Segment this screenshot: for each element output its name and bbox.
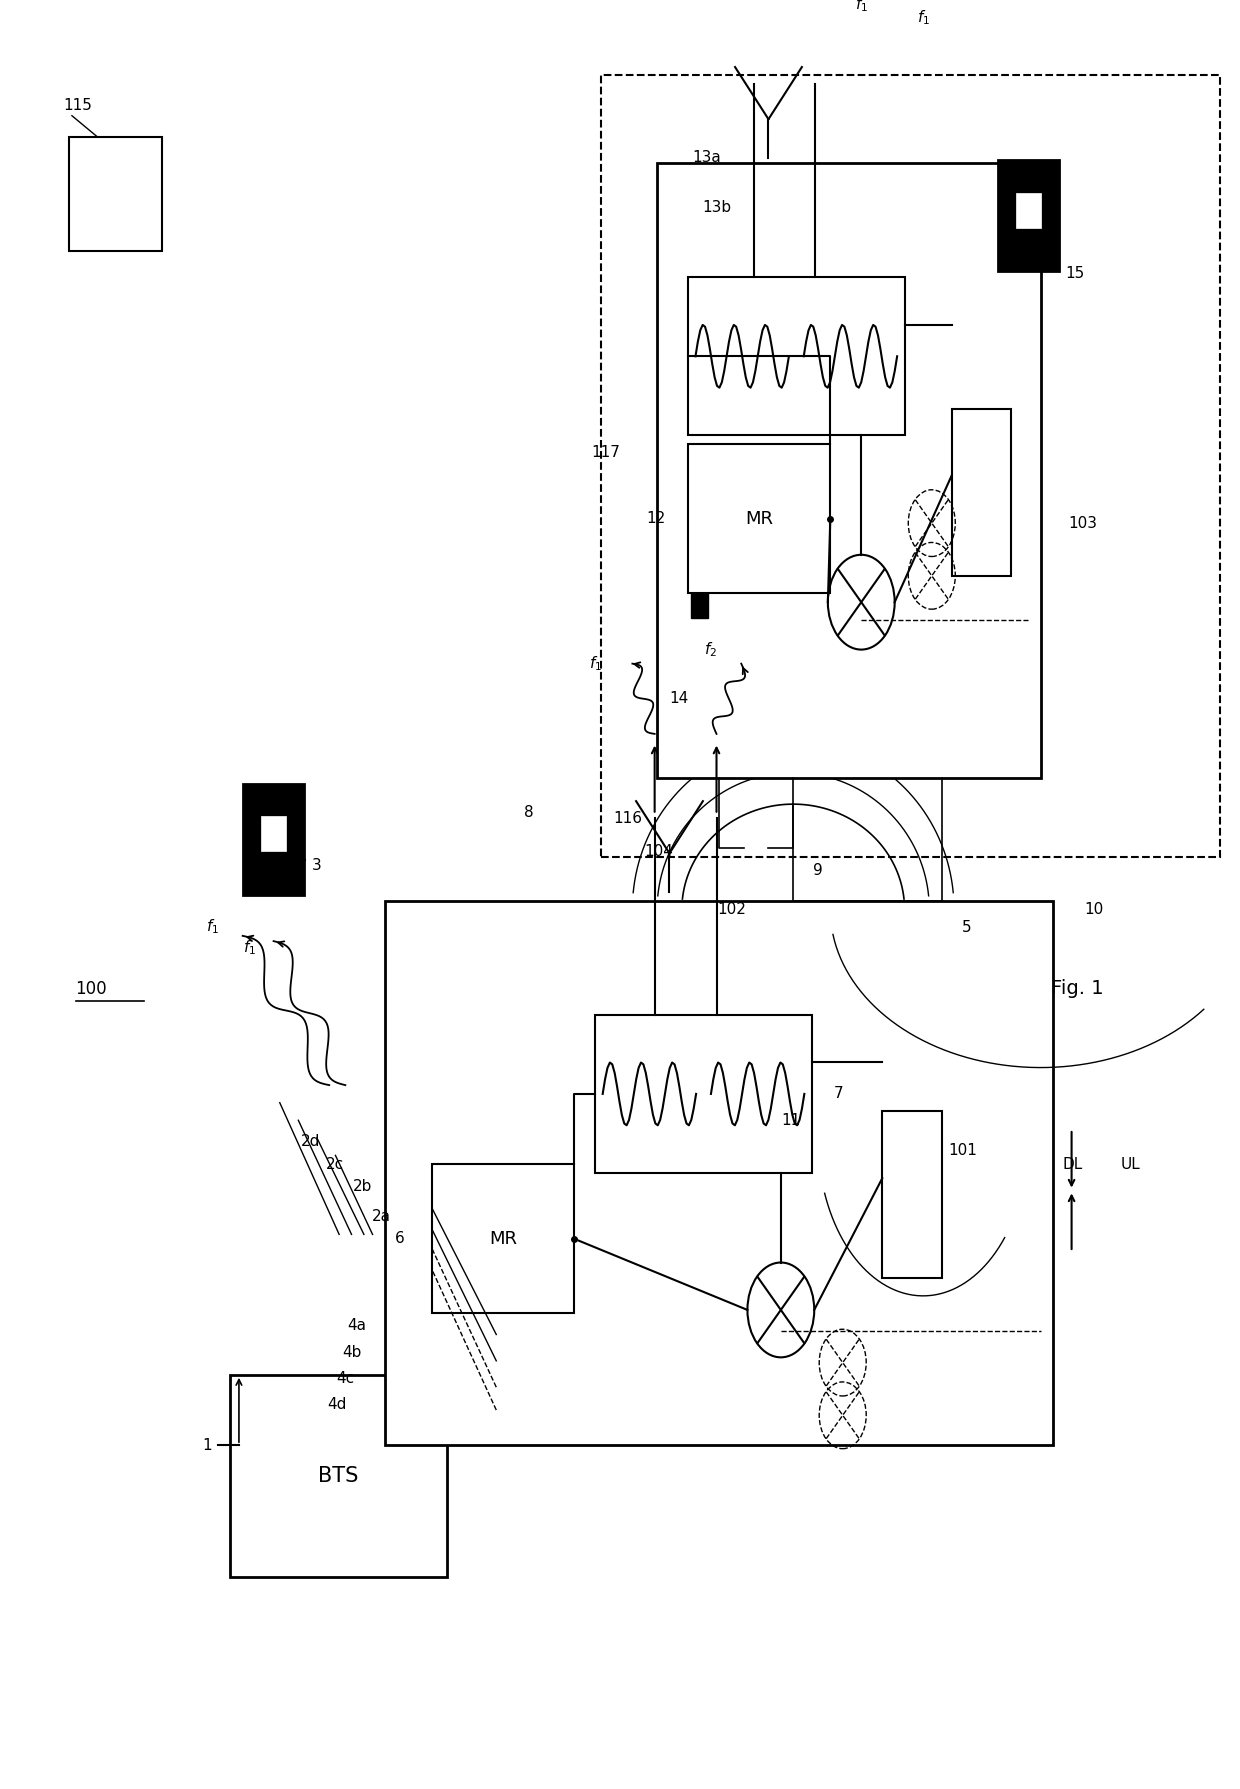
Text: 115: 115	[63, 98, 92, 113]
Text: 11: 11	[781, 1113, 800, 1127]
Bar	[595, 1014, 812, 1174]
Text: 2a: 2a	[372, 1209, 391, 1224]
Text: f$_1$: f$_1$	[856, 0, 868, 14]
Text: 2d: 2d	[301, 1134, 321, 1149]
Text: 8: 8	[523, 805, 533, 821]
Text: 1: 1	[202, 1438, 212, 1453]
Text: 14: 14	[670, 691, 688, 707]
Text: 13b: 13b	[702, 200, 732, 215]
Text: MR: MR	[489, 1229, 517, 1247]
Text: 5: 5	[961, 920, 971, 934]
Text: f$_1$: f$_1$	[243, 939, 255, 957]
Text: Fig. 1: Fig. 1	[1052, 979, 1104, 998]
Bar	[231, 1376, 446, 1576]
Text: 9: 9	[813, 864, 823, 878]
Text: 15: 15	[1065, 267, 1085, 281]
Text: 13a: 13a	[693, 150, 722, 165]
Text: f$_1$: f$_1$	[206, 918, 218, 936]
Text: f$_2$: f$_2$	[704, 640, 717, 658]
Text: BTS: BTS	[319, 1465, 358, 1487]
Text: 4d: 4d	[327, 1397, 346, 1412]
Bar	[998, 161, 1059, 272]
Text: 7: 7	[835, 1086, 843, 1102]
Bar	[688, 444, 831, 594]
Bar	[601, 75, 1220, 857]
Text: 4c: 4c	[336, 1370, 353, 1386]
Bar	[691, 594, 708, 617]
Text: 2b: 2b	[353, 1179, 372, 1195]
Bar	[951, 410, 1011, 576]
Text: 4b: 4b	[342, 1345, 361, 1360]
Text: MR: MR	[745, 510, 774, 528]
Text: UL: UL	[1121, 1157, 1141, 1172]
Text: f$_1$: f$_1$	[589, 655, 603, 673]
Bar	[384, 900, 1053, 1446]
Text: 103: 103	[1068, 515, 1097, 531]
Text: 3: 3	[312, 859, 321, 873]
Bar	[262, 816, 286, 852]
Text: 4a: 4a	[347, 1318, 366, 1333]
Text: 10: 10	[1084, 902, 1104, 918]
Bar	[391, 1270, 496, 1419]
Text: 2c: 2c	[326, 1157, 343, 1172]
Bar	[883, 1111, 941, 1279]
Text: 116: 116	[614, 810, 642, 827]
Text: 6: 6	[396, 1231, 404, 1247]
Bar	[432, 1165, 574, 1313]
Text: 12: 12	[646, 512, 666, 526]
Text: f$_1$: f$_1$	[916, 7, 930, 27]
Bar	[243, 784, 304, 894]
Bar	[69, 136, 162, 250]
Text: DL: DL	[1063, 1157, 1084, 1172]
Text: 101: 101	[947, 1143, 977, 1159]
Text: 104: 104	[645, 844, 673, 859]
Bar	[657, 163, 1040, 778]
Text: 117: 117	[591, 444, 620, 460]
Text: 100: 100	[76, 980, 107, 998]
Text: 102: 102	[717, 902, 745, 918]
Bar	[688, 277, 904, 435]
Bar	[1016, 193, 1040, 227]
